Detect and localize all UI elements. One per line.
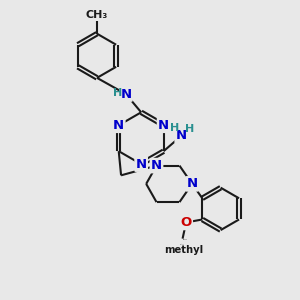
Text: H: H <box>185 124 195 134</box>
Text: methyl: methyl <box>164 245 204 255</box>
Text: CH₃: CH₃ <box>86 11 108 20</box>
Text: N: N <box>176 129 187 142</box>
Text: N: N <box>113 119 124 132</box>
Text: H: H <box>170 123 179 133</box>
Text: N: N <box>187 177 198 190</box>
Text: N: N <box>151 159 162 172</box>
Text: N: N <box>158 119 169 132</box>
Text: methyl: methyl <box>183 239 188 240</box>
Text: O: O <box>181 216 192 229</box>
Text: methyl: methyl <box>180 244 185 245</box>
Text: N: N <box>136 158 147 171</box>
Text: N: N <box>120 88 131 100</box>
Text: H: H <box>113 88 122 98</box>
